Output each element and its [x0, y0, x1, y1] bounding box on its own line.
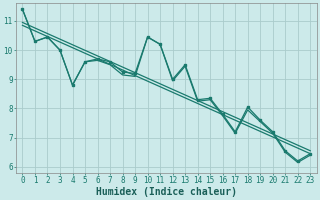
X-axis label: Humidex (Indice chaleur): Humidex (Indice chaleur): [96, 186, 237, 197]
